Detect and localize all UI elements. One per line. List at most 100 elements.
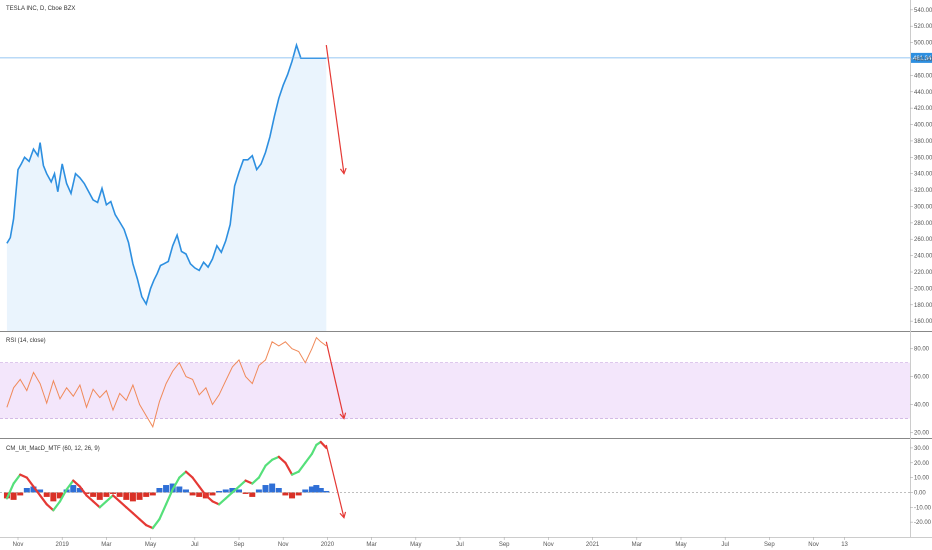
macd-line-segment: [171, 476, 181, 491]
rsi-tick-label: 80.00: [914, 347, 930, 353]
macd-histogram-bar: [37, 489, 44, 493]
rsi-pane-title: RSI (14, close): [6, 338, 46, 344]
macd-line-segment: [118, 500, 128, 509]
macd-histogram-bar: [189, 492, 196, 496]
price-tick-label: 460.00: [914, 73, 932, 79]
macd-line-segment: [151, 518, 161, 530]
current-price-label: 481.34: [913, 56, 932, 62]
price-tick-label: 240.00: [914, 254, 932, 260]
macd-line-segment: [271, 455, 280, 461]
price-tick-label: 440.00: [914, 90, 932, 96]
price-tick-label: 400.00: [914, 123, 932, 129]
macd-histogram-bar: [123, 492, 130, 500]
macd-histogram-bar: [163, 485, 170, 493]
price-tick-label: 180.00: [914, 303, 932, 309]
time-tick-label: Sep: [234, 542, 245, 548]
macd-histogram-bar: [176, 486, 183, 493]
macd-line-segment: [158, 503, 168, 521]
macd-histogram-bar: [249, 492, 256, 497]
macd-histogram-bar: [317, 488, 324, 493]
macd-line-segment: [111, 494, 121, 503]
price-tick-label: 380.00: [914, 139, 932, 145]
macd-line-segment: [310, 443, 318, 455]
macd-histogram-bar: [50, 492, 57, 502]
macd-line-segment: [138, 518, 148, 527]
time-tick-label: May: [410, 542, 421, 548]
macd-histogram-bar: [242, 492, 249, 494]
price-pane-title: TESLA INC, D, Cboe BZX: [6, 6, 75, 12]
rsi-arrow-head: [339, 412, 347, 420]
macd-line-segment: [237, 479, 247, 488]
price-tick-label: 260.00: [914, 237, 932, 243]
rsi-tick-label: 20.00: [914, 430, 930, 436]
time-tick-label: Sep: [764, 542, 775, 548]
rsi-tick-label: 40.00: [914, 403, 930, 409]
macd-tick-label: 20.00: [914, 461, 930, 467]
macd-line-segment: [72, 479, 81, 488]
macd-histogram-bar: [216, 490, 223, 493]
time-tick-label: Jul: [456, 542, 464, 548]
macd-histogram-bar: [143, 492, 150, 497]
time-tick-label: 2020: [321, 542, 335, 548]
macd-line-segment: [290, 470, 300, 476]
macd-line-segment: [284, 461, 294, 476]
time-tick-label: Nov: [808, 542, 819, 548]
time-tick-label: Sep: [499, 542, 510, 548]
time-tick-label: 13: [841, 542, 848, 548]
macd-arrow-head: [339, 511, 347, 519]
macd-line-segment: [85, 494, 95, 503]
macd-histogram-bar: [313, 485, 320, 493]
macd-line-segment: [257, 464, 267, 479]
macd-line-segment: [178, 470, 188, 479]
macd-line-segment: [204, 494, 214, 503]
macd-histogram-bar: [282, 492, 289, 496]
macd-histogram-bar: [23, 488, 30, 493]
macd-pane-title: CM_Ult_MacD_MTF (60, 12, 26, 9): [6, 446, 100, 452]
macd-histogram-bar: [222, 489, 229, 493]
rsi-pane: [0, 336, 910, 429]
rsi-band: [0, 362, 910, 419]
time-tick-label: Jul: [721, 542, 729, 548]
macd-line-segment: [297, 461, 307, 473]
macd-histogram-bar: [275, 488, 282, 493]
price-arrow-shaft: [325, 44, 345, 174]
macd-line-segment: [25, 476, 35, 488]
time-tick-label: 2021: [586, 542, 600, 548]
macd-tick-label: 30.00: [914, 446, 930, 452]
macd-histogram-bar: [229, 488, 236, 493]
time-tick-label: Mar: [366, 542, 376, 548]
macd-histogram-bar: [70, 485, 77, 493]
macd-histogram-bar: [156, 488, 163, 493]
macd-histogram-bar: [10, 492, 17, 500]
macd-line-segment: [244, 479, 254, 485]
macd-line-segment: [12, 473, 22, 485]
macd-histogram-bar: [83, 492, 90, 494]
macd-histogram-bar: [289, 492, 296, 499]
price-tick-label: 280.00: [914, 221, 932, 227]
price-tick-label: 340.00: [914, 172, 932, 178]
macd-histogram-bar: [262, 485, 269, 493]
macd-histogram-bar: [17, 492, 24, 496]
macd-line-segment: [105, 494, 115, 503]
price-tick-label: 540.00: [914, 8, 932, 14]
macd-histogram-bar: [116, 492, 123, 497]
macd-line-segment: [52, 500, 62, 512]
macd-tick-label: -20.00: [914, 520, 932, 526]
macd-histogram-bar: [96, 492, 103, 500]
price-tick-label: 320.00: [914, 188, 932, 194]
macd-histogram-bar: [196, 492, 203, 497]
rsi-tick-label: 60.00: [914, 375, 930, 381]
time-tick-label: Mar: [101, 542, 111, 548]
macd-histogram-bar: [182, 489, 189, 493]
current-price-badge: [911, 52, 932, 63]
time-tick-label: Nov: [13, 542, 24, 548]
macd-histogram-bar: [209, 492, 216, 496]
macd-histogram-bar: [76, 488, 83, 493]
price-tick-label: 500.00: [914, 41, 932, 47]
time-tick-label: Nov: [543, 542, 554, 548]
macd-line-segment: [319, 440, 328, 450]
macd-histogram-bar: [43, 492, 50, 497]
macd-line-segment: [264, 458, 274, 467]
